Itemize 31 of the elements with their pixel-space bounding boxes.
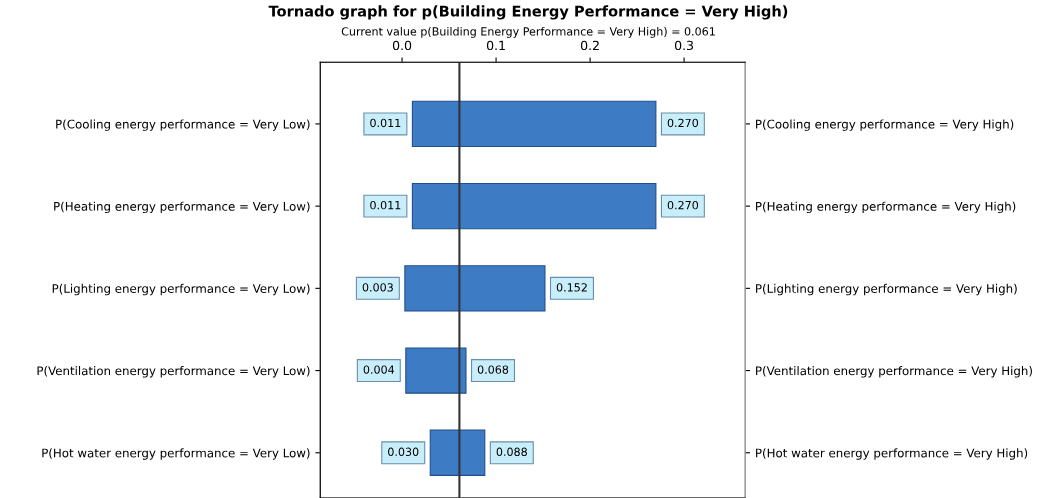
y2-tick-label: P(Heating energy performance = Very High) [756, 201, 1016, 214]
x-tick-label: 0.3 [674, 40, 694, 51]
y-tick-label: P(Cooling energy performance = Very Low) [56, 119, 310, 131]
y-tick-label: P(Hot water energy performance = Very Low) [42, 448, 310, 460]
x-tick-label: 0.2 [580, 40, 599, 51]
annotation: 0.030 [388, 447, 419, 456]
annotation: 0.152 [556, 283, 587, 292]
y2-tick-label: P(Hot water energy performance = Very High) [756, 448, 1028, 460]
chart-subtitle: Current value p(Building Energy Performance = Very High) = 0.061 [341, 26, 715, 38]
annotation: 0.004 [363, 365, 395, 374]
annotation: 0.270 [667, 200, 699, 210]
y2-tick-label: P(Ventilation energy performance = Very High) [756, 366, 1032, 378]
y-tick-label: P(Ventilation energy performance = Very Low) [37, 366, 310, 378]
annotation: 0.068 [477, 365, 509, 374]
x-tick-label: 0.1 [486, 40, 505, 51]
x-tick-label: 0.0 [392, 40, 412, 51]
bar [429, 429, 486, 476]
annotation: 0.011 [370, 118, 401, 128]
annotation: 0.088 [496, 447, 527, 456]
y2-tick-label: P(Lighting energy performance = Very High) [756, 283, 1017, 296]
bar [411, 100, 657, 148]
annotation: 0.003 [362, 283, 393, 292]
chart-title: Tornado graph for p(Building Energy Performance = Very High) [268, 5, 788, 20]
bar [405, 347, 467, 394]
annotation: 0.011 [370, 200, 401, 210]
annotation: 0.270 [667, 118, 699, 128]
y-tick-label: P(Heating energy performance = Very Low) [54, 201, 310, 214]
y2-tick-label: P(Cooling energy performance = Very High) [756, 119, 1014, 131]
bar [404, 265, 546, 312]
y-tick-label: P(Lighting energy performance = Very Low) [52, 283, 310, 296]
bar [411, 182, 657, 230]
